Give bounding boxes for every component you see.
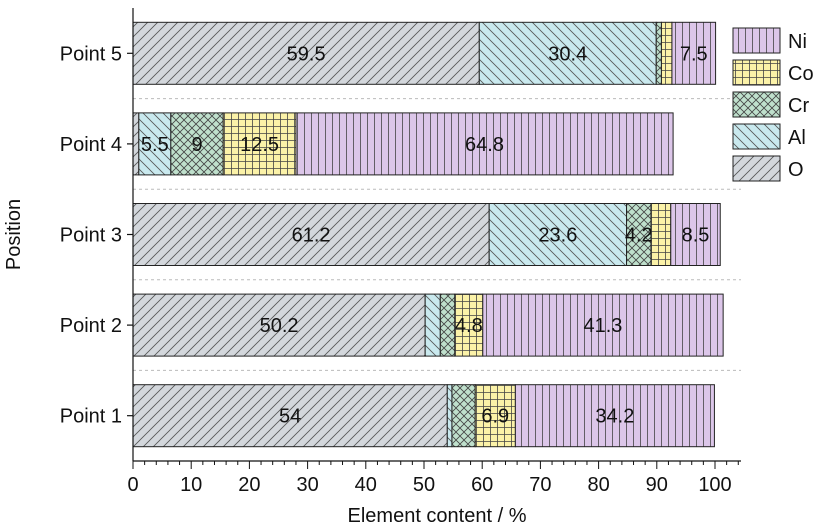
bar-value-label: 4.2 xyxy=(625,225,653,247)
bar-segment-ni xyxy=(671,21,717,85)
bar-segment-ni xyxy=(670,203,721,266)
bar-segment-al xyxy=(424,293,441,357)
legend-label-cr: Cr xyxy=(788,95,809,117)
bar-segment-cr xyxy=(170,112,224,176)
x-tick-label: 50 xyxy=(413,474,435,496)
bar-segment-ni xyxy=(514,384,715,448)
y-axis-title: Position xyxy=(3,199,25,270)
x-tick-label: 60 xyxy=(471,474,493,496)
bar-value-label: 4.8 xyxy=(455,315,483,337)
bar-value-label: 54 xyxy=(279,406,301,428)
legend-label-o: O xyxy=(788,159,804,181)
x-tick-label: 0 xyxy=(127,474,138,496)
bar-value-label: 9 xyxy=(191,134,202,156)
legend-label-co: Co xyxy=(788,63,814,85)
x-tick-label: 20 xyxy=(238,474,260,496)
bar-segment-co xyxy=(650,203,672,266)
bar-segment-co xyxy=(660,21,673,85)
bar-segment-o xyxy=(132,384,448,448)
x-tick-label: 70 xyxy=(529,474,551,496)
bar-value-label: 64.8 xyxy=(465,134,504,156)
x-tick-label: 40 xyxy=(355,474,377,496)
legend-swatch-ni xyxy=(732,27,781,54)
bar-segment-cr xyxy=(439,293,456,357)
bar-segment-o xyxy=(132,203,490,266)
bar-segment-o xyxy=(132,21,480,85)
legend-label-ni: Ni xyxy=(788,31,807,53)
bar-value-label: 12.5 xyxy=(240,134,279,156)
bar-value-label: 30.4 xyxy=(548,43,587,65)
bar-segment-ni xyxy=(482,293,724,357)
legend-swatch-al xyxy=(732,123,781,150)
bar-value-label: 61.2 xyxy=(292,225,331,247)
bar-value-label: 34.2 xyxy=(595,406,634,428)
y-tick-label: Point 4 xyxy=(60,134,122,156)
bar-value-label: 23.6 xyxy=(538,225,577,247)
bar-segment-cr xyxy=(626,203,652,266)
bar-segment-o xyxy=(132,112,140,176)
y-tick-label: Point 3 xyxy=(60,225,122,247)
x-tick-label: 100 xyxy=(698,474,731,496)
x-axis-title: Element content / % xyxy=(348,505,527,527)
bar-segment-co xyxy=(222,112,297,176)
bar-labels-group: 54 6.9 34.2 50.2 4.8 41.3 61.2 23.6 4.2 8.5 5.5 9 12… xyxy=(141,43,709,427)
bar-segment-al xyxy=(138,112,172,176)
bar-segment-al xyxy=(446,384,453,448)
bar-value-label: 6.9 xyxy=(481,406,509,428)
x-tick-label: 30 xyxy=(296,474,318,496)
legend-label-al: Al xyxy=(788,127,806,149)
x-tick-label: 80 xyxy=(587,474,609,496)
legend: Ni Co Cr Al O xyxy=(732,27,814,182)
bar-value-label: 7.5 xyxy=(680,43,708,65)
bar-value-label: 8.5 xyxy=(682,225,710,247)
y-tick-label: Point 5 xyxy=(60,43,122,65)
y-ticks: Point 1 Point 2 Point 3 Point 4 Point 5 xyxy=(60,43,133,428)
bar-segment-o xyxy=(132,293,426,357)
legend-swatch-cr xyxy=(732,91,781,118)
bar-value-label: 5.5 xyxy=(141,134,169,156)
y-tick-label: Point 2 xyxy=(60,315,122,337)
bar-value-label: 50.2 xyxy=(260,315,299,337)
legend-swatch-o xyxy=(732,155,781,182)
bar-segment-cr xyxy=(655,21,662,85)
bar-value-label: 41.3 xyxy=(583,315,622,337)
x-tick-label: 90 xyxy=(646,474,668,496)
bar-segment-ni xyxy=(295,112,674,176)
x-tick-label: 10 xyxy=(180,474,202,496)
bar-segment-al xyxy=(478,21,657,85)
bar-value-label: 59.5 xyxy=(287,43,326,65)
bars-group xyxy=(132,21,724,448)
legend-swatch-co xyxy=(732,59,781,86)
bar-segment-cr xyxy=(451,384,476,448)
row-separators xyxy=(133,98,741,371)
bar-segment-co xyxy=(454,293,484,357)
x-ticks: 0 10 20 30 40 50 60 70 80 90 100 xyxy=(127,461,739,496)
y-tick-label: Point 1 xyxy=(60,406,122,428)
